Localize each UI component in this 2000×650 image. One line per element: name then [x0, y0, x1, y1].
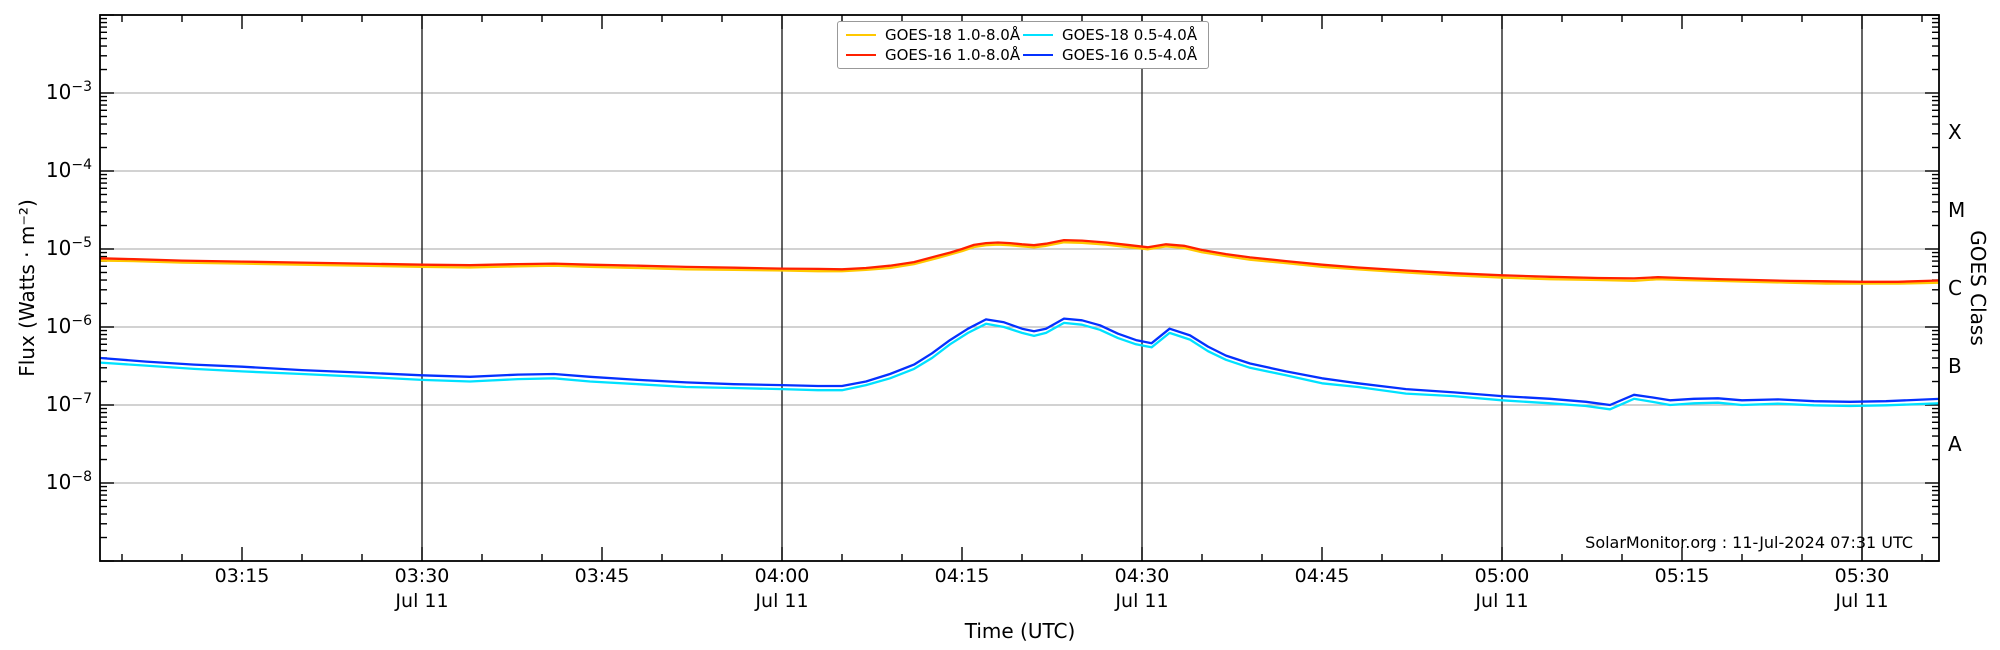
series-GOES-18 1.0-8.0Å [100, 241, 1939, 285]
svg-text:X: X [1948, 120, 1962, 144]
legend-line-sample-icon [846, 34, 876, 36]
y-tick-labels: 10−3 10−4 10−5 10−6 10−7 10−8 [46, 79, 92, 494]
svg-text:03:30: 03:30 [395, 565, 450, 587]
svg-text:Jul 11: Jul 11 [1834, 590, 1888, 612]
legend-line-sample-icon [1023, 34, 1053, 36]
x-tick-labels: 03:15 03:30 Jul 11 03:45 04:00 Jul 11 04:15 04:… [215, 565, 1890, 612]
legend-box: GOES-18 1.0-8.0Å GOES-16 1.0-8.0Å GOES-1… [837, 21, 1209, 69]
svg-text:A: A [1948, 432, 1962, 456]
svg-text:10−6: 10−6 [46, 313, 92, 338]
x-axis-title-time: Time (UTC) [964, 619, 1076, 643]
y-axis-title-goes-class: GOES Class [1966, 230, 1990, 346]
legend-label: GOES-18 1.0-8.0Å [885, 26, 1021, 44]
svg-text:10−8: 10−8 [46, 469, 92, 494]
goes-class-letters: X M C B A [1948, 120, 1965, 456]
series-GOES-18 0.5-4.0Å [100, 321, 1939, 411]
legend-label: GOES-16 0.5-4.0Å [1062, 46, 1198, 64]
svg-text:Jul 11: Jul 11 [754, 590, 808, 612]
svg-text:Jul 11: Jul 11 [394, 590, 448, 612]
horizontal-gridlines [100, 92, 1939, 484]
legend-line-sample-icon [1023, 54, 1053, 56]
legend-item: GOES-18 0.5-4.0Å [1023, 25, 1200, 45]
svg-text:Jul 11: Jul 11 [1474, 590, 1528, 612]
legend-label: GOES-18 0.5-4.0Å [1062, 26, 1198, 44]
svg-text:05:30: 05:30 [1835, 565, 1890, 587]
legend-item: GOES-18 1.0-8.0Å [846, 25, 1023, 45]
svg-text:04:45: 04:45 [1295, 565, 1350, 587]
series-GOES-16 1.0-8.0Å [100, 238, 1939, 283]
svg-text:05:00: 05:00 [1475, 565, 1530, 587]
svg-text:10−7: 10−7 [46, 391, 92, 416]
legend-item: GOES-16 1.0-8.0Å [846, 45, 1023, 65]
data-series [100, 238, 1939, 411]
svg-text:B: B [1948, 354, 1962, 378]
svg-text:10−4: 10−4 [46, 157, 92, 182]
svg-text:03:45: 03:45 [575, 565, 630, 587]
legend-label: GOES-16 1.0-8.0Å [885, 46, 1021, 64]
svg-text:Jul 11: Jul 11 [1114, 590, 1168, 612]
legend-line-sample-icon [846, 54, 876, 56]
series-GOES-16 0.5-4.0Å [100, 317, 1939, 407]
axis-ticks [100, 14, 1939, 562]
svg-text:04:00: 04:00 [755, 565, 810, 587]
watermark-text: SolarMonitor.org : 11-Jul-2024 07:31 UTC [1585, 533, 1913, 552]
svg-text:04:30: 04:30 [1115, 565, 1170, 587]
svg-text:C: C [1948, 276, 1962, 300]
legend-item: GOES-16 0.5-4.0Å [1023, 45, 1200, 65]
svg-text:10−5: 10−5 [46, 235, 92, 260]
svg-text:03:15: 03:15 [215, 565, 270, 587]
time-gridlines [421, 15, 1863, 561]
y-axis-title-flux: Flux (Watts · m⁻²) [15, 199, 39, 377]
svg-text:M: M [1948, 198, 1965, 222]
svg-text:05:15: 05:15 [1655, 565, 1710, 587]
svg-text:04:15: 04:15 [935, 565, 990, 587]
svg-text:10−3: 10−3 [46, 79, 92, 104]
plot-border [99, 14, 1940, 562]
